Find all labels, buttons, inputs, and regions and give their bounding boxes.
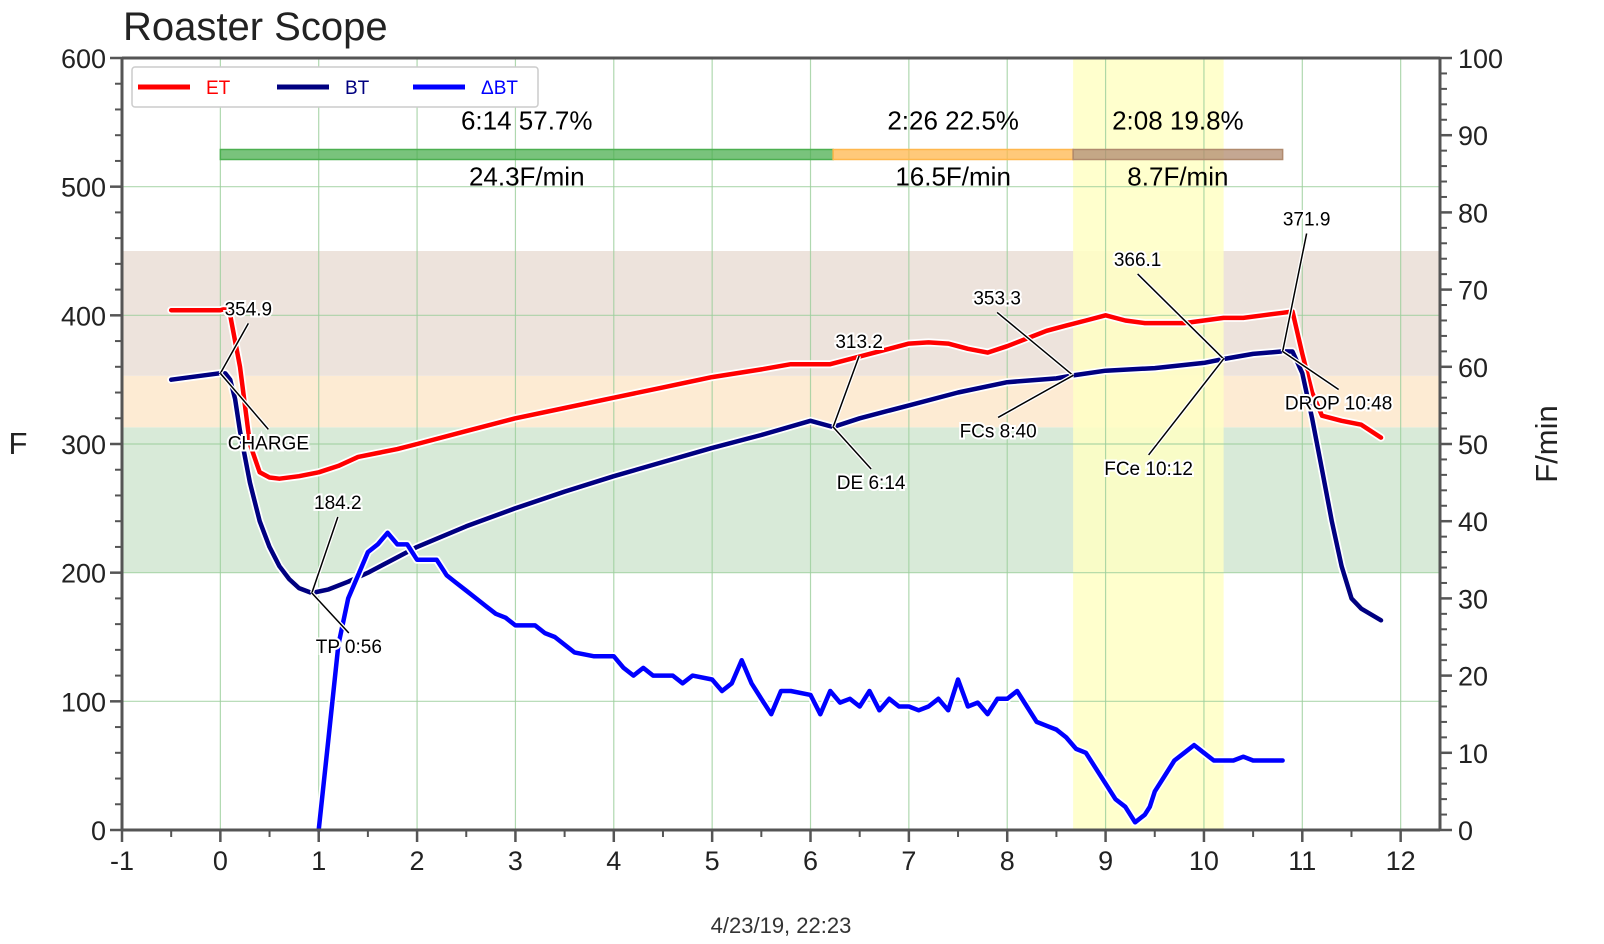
y-axis-left-label: F [9,426,28,461]
y-right-tick-label: 40 [1458,507,1488,537]
series-lines [167,304,1385,834]
phase-bars: 6:14 57.7% 24.3F/min 2:26 22.5% 16.5F/min 2:… [219,106,1284,192]
y-left-tick-label: 500 [61,173,106,203]
annotation-leader [1137,273,1225,360]
phase-duration-label: 6:14 57.7% [461,106,593,136]
y-right-tick-label: 70 [1458,276,1488,306]
x-tick-label: 4 [606,846,621,876]
legend-label: ΔBT [481,78,518,99]
phase-bar [832,148,1074,161]
y-right-tick-label: 80 [1458,198,1488,228]
annotation-temp-label: 366.1 [1114,250,1162,271]
y-right-tick-label: 50 [1458,430,1488,460]
y-right-tick-label: 60 [1458,353,1488,383]
annotation-event-label: DE 6:14 [837,473,906,494]
annotation-leader [997,374,1074,419]
x-tick-label: 7 [901,846,916,876]
annotation-event-label: CHARGE [228,433,309,454]
annotation-leader [219,322,250,374]
timestamp-footer: 4/23/19, 22:23 [711,913,852,938]
legend-label: ET [206,78,231,99]
x-tick-label: 12 [1386,846,1416,876]
x-tick-label: 5 [705,846,720,876]
annotation-temp-label: 354.9 [225,299,273,320]
y-left-tick-label: 100 [61,687,106,717]
y-right-tick-label: 90 [1458,121,1488,151]
y-right-tick-label: 10 [1458,739,1488,769]
annotation-temp-label: 313.2 [835,332,883,353]
y-left-tick-label: 400 [61,301,106,331]
phase-bar [1072,148,1284,161]
x-tick-label: 10 [1189,846,1219,876]
phase-duration-label: 2:26 22.5% [887,106,1019,136]
x-tick-label: 8 [1000,846,1015,876]
y-right-tick-label: 0 [1458,816,1473,846]
annotation-temp-label: 371.9 [1283,209,1331,230]
axes: -1 0 1 2 3 4 5 6 7 8 9 10 11 120100200300400500600010… [61,44,1503,876]
annotation-leader [311,592,350,634]
series-line [168,349,1384,623]
x-tick-label: 0 [213,846,228,876]
annotation-leader [219,372,269,430]
annotation-leader [996,311,1074,376]
annotation-leader [832,426,872,470]
phase-rate-label: 24.3F/min [469,162,585,192]
band-orange [122,375,1440,428]
annotation-event-label: DROP 10:48 [1285,393,1392,414]
x-tick-label: 1 [311,846,326,876]
annotation-event-label: TP 0:56 [316,637,382,658]
annotation-leader [832,355,860,428]
x-tick-label: 6 [803,846,818,876]
y-right-tick-label: 20 [1458,662,1488,692]
x-tick-label: -1 [110,846,134,876]
y-left-tick-label: 300 [61,430,106,460]
x-tick-label: 3 [508,846,523,876]
phase-rate-label: 8.7F/min [1127,162,1228,192]
annotation-event-label: FCe 10:12 [1104,459,1193,480]
y-right-tick-label: 100 [1458,44,1503,74]
series-line [168,306,1384,481]
legend: ET BT ΔBT [131,66,539,108]
grid [121,57,1440,831]
y-right-tick-label: 30 [1458,584,1488,614]
y-axis-right-label: F/min [1529,405,1564,483]
annotation-leader [1282,350,1340,391]
y-left-tick-label: 200 [61,559,106,589]
phase-rate-label: 16.5F/min [895,162,1011,192]
series-line [316,530,1285,833]
x-tick-label: 9 [1098,846,1113,876]
y-left-tick-label: 0 [91,816,106,846]
annotation-leader [1148,358,1225,456]
annotation-leader [311,516,339,594]
x-tick-label: 11 [1288,846,1316,876]
x-tick-label: 2 [410,846,425,876]
annotation-temp-label: 184.2 [314,493,362,514]
legend-label: BT [345,78,370,99]
event-annotations: 354.9 CHARGE 184.2 TP 0:56 313.2 DE 6:14 353.3… [218,207,1394,660]
phase-bar [219,148,834,161]
annotation-event-label: FCs 8:40 [960,421,1037,442]
chart-title: Roaster Scope [123,5,388,49]
legend-box [131,66,539,108]
phase-duration-label: 2:08 19.8% [1112,106,1244,136]
annotation-temp-label: 353.3 [973,288,1021,309]
annotation-leader [1281,233,1308,352]
y-left-tick-label: 600 [61,44,106,74]
